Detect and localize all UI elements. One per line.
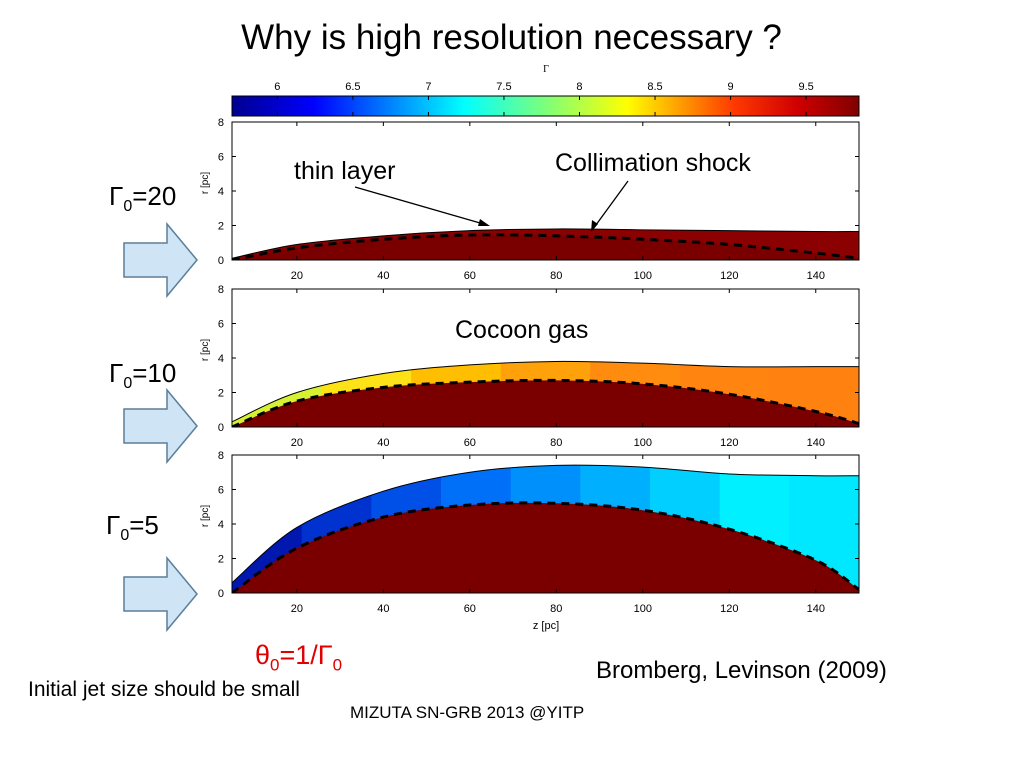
x-tick-label: 20 [291, 603, 303, 615]
panel-gamma-20: 20 40 60 80 100 120 140 0 2 4 6 8 r [pc] [200, 117, 860, 282]
colorbar: 6 6.5 7 7.5 8 8.5 9 9.5 Γ [231, 64, 860, 117]
y-axis-label: r [pc] [200, 172, 211, 194]
colorbar-tick-label: 8 [576, 81, 582, 93]
y-tick-label: 8 [218, 284, 224, 296]
x-tick-label: 120 [720, 437, 738, 449]
gamma-label-10: Γ0=10 [109, 358, 177, 393]
jet-region [232, 502, 859, 593]
slide-title: Why is high resolution necessary ? [241, 18, 782, 57]
gamma-label-20: Γ0=20 [109, 181, 177, 216]
y-tick-label: 0 [218, 255, 224, 267]
x-tick-label: 40 [377, 437, 389, 449]
y-tick-label: 6 [218, 485, 224, 497]
x-tick-label: 100 [634, 270, 652, 282]
annotation-arrows [354, 180, 629, 232]
x-tick-label: 80 [550, 603, 562, 615]
jet-region [232, 380, 859, 427]
thin-layer-arrowhead [478, 219, 490, 226]
colorbar-tick-label: 9 [728, 81, 734, 93]
x-tick-label: 20 [291, 437, 303, 449]
x-tick-label: 60 [464, 437, 476, 449]
panel-plot-area [232, 289, 859, 427]
note-text: Initial jet size should be small [28, 678, 300, 701]
y-tick-label: 4 [218, 353, 224, 365]
x-tick-label: 60 [464, 270, 476, 282]
cocoon-boundary [232, 228, 859, 259]
x-tick-label: 140 [807, 270, 825, 282]
y-tick-label: 8 [218, 117, 224, 129]
y-tick-label: 4 [218, 186, 224, 198]
annotation-collimation-shock: Collimation shock [555, 149, 751, 177]
colorbar-tick-label: 9.5 [798, 81, 813, 93]
panel-gamma-10: 20 40 60 80 100 120 140 0 2 4 6 8 r [pc] [200, 284, 860, 449]
theta-relation: θ0=1/Γ0 [255, 640, 343, 675]
cocoon-boundary [232, 464, 859, 584]
x-tick-label: 20 [291, 270, 303, 282]
x-axis-label: z [pc] [533, 620, 559, 632]
y-tick-label: 2 [218, 554, 224, 566]
colorbar-label: Γ [543, 64, 549, 75]
x-tick-label: 80 [550, 270, 562, 282]
panel-gamma-5: 20 40 60 80 100 120 140 0 2 4 6 8 r [pc] z [pc] [200, 450, 860, 632]
x-tick-label: 100 [634, 603, 652, 615]
y-tick-label: 0 [218, 588, 224, 600]
x-tick-label: 60 [464, 603, 476, 615]
y-axis-label: r [pc] [200, 339, 211, 361]
x-tick-label: 140 [807, 603, 825, 615]
panel-plot-area [232, 122, 859, 260]
inflow-arrow-3 [123, 555, 198, 633]
x-tick-label: 120 [720, 270, 738, 282]
reference-citation: Bromberg, Levinson (2009) [596, 657, 887, 684]
footer-text: MIZUTA SN-GRB 2013 @YITP [350, 703, 585, 722]
colorbar-gradient [231, 95, 860, 117]
colorbar-tick-label: 6.5 [345, 81, 360, 93]
inflow-arrows [123, 221, 198, 633]
collimation-shock-line [232, 378, 859, 427]
collimation-shock-arrow [592, 180, 629, 230]
collimation-shock-arrowhead [591, 220, 598, 232]
colorbar-tick-label: 8.5 [647, 81, 662, 93]
colorbar-tick-label: 6 [274, 81, 280, 93]
colorbar-tick-label: 7.5 [496, 81, 511, 93]
inflow-arrow-1 [123, 221, 198, 299]
x-tick-label: 40 [377, 603, 389, 615]
y-tick-label: 2 [218, 388, 224, 400]
y-tick-label: 8 [218, 450, 224, 462]
y-tick-label: 6 [218, 319, 224, 331]
annotation-thin-layer: thin layer [294, 157, 396, 185]
gamma-label-5: Γ0=5 [106, 510, 159, 545]
x-tick-label: 40 [377, 270, 389, 282]
collimation-shock-line [232, 233, 859, 260]
cocoon-boundary [232, 360, 859, 423]
y-tick-label: 6 [218, 152, 224, 164]
y-tick-label: 4 [218, 519, 224, 531]
colorbar-tick-label: 7 [425, 81, 431, 93]
y-tick-label: 2 [218, 221, 224, 233]
panel-plot-area [232, 455, 859, 593]
x-tick-label: 120 [720, 603, 738, 615]
y-axis-label: r [pc] [200, 505, 211, 527]
jet-region [232, 234, 859, 260]
y-tick-label: 0 [218, 422, 224, 434]
thin-layer-arrow [354, 186, 488, 226]
x-tick-label: 100 [634, 437, 652, 449]
x-tick-label: 80 [550, 437, 562, 449]
inflow-arrow-2 [123, 387, 198, 465]
annotation-cocoon-gas: Cocoon gas [455, 316, 589, 344]
x-tick-label: 140 [807, 437, 825, 449]
